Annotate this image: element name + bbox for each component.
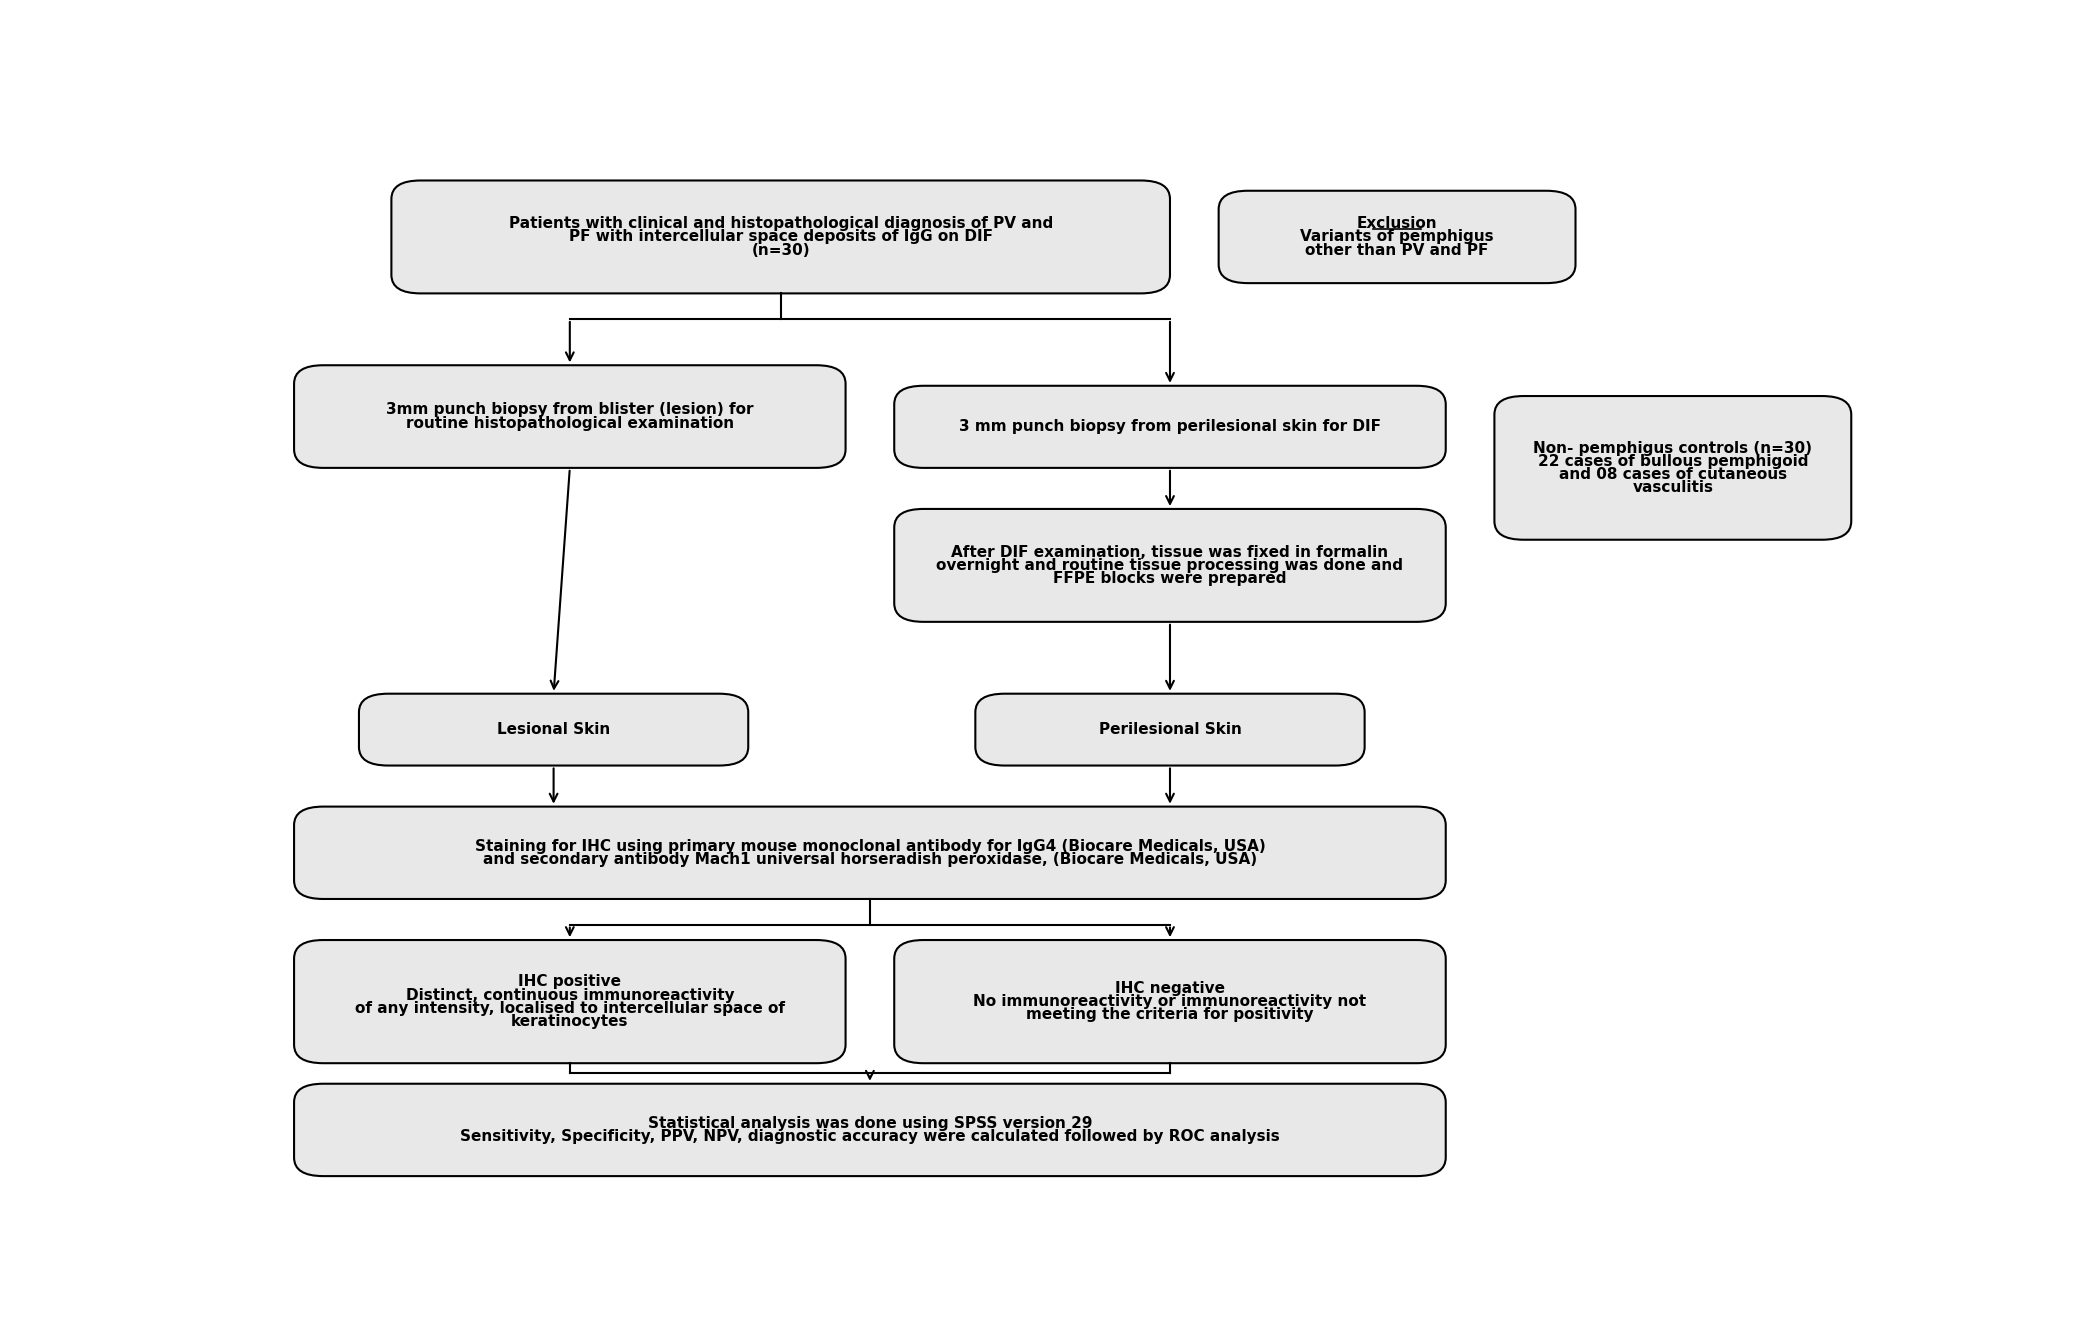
Text: Distinct, continuous immunoreactivity: Distinct, continuous immunoreactivity bbox=[406, 988, 735, 1002]
Text: Exclusion: Exclusion bbox=[1356, 216, 1438, 232]
Text: PF with intercellular space deposits of IgG on DIF: PF with intercellular space deposits of … bbox=[569, 229, 992, 244]
FancyBboxPatch shape bbox=[293, 365, 846, 468]
Text: After DIF examination, tissue was fixed in formalin: After DIF examination, tissue was fixed … bbox=[952, 545, 1388, 560]
FancyBboxPatch shape bbox=[293, 940, 846, 1064]
Text: of any intensity, localised to intercellular space of: of any intensity, localised to intercell… bbox=[356, 1001, 785, 1016]
Text: overnight and routine tissue processing was done and: overnight and routine tissue processing … bbox=[936, 559, 1404, 573]
Text: No immunoreactivity or immunoreactivity not: No immunoreactivity or immunoreactivity … bbox=[973, 994, 1367, 1009]
Text: Staining for IHC using primary mouse monoclonal antibody for IgG4 (Biocare Medic: Staining for IHC using primary mouse mon… bbox=[475, 838, 1266, 853]
Text: Statistical analysis was done using SPSS version 29: Statistical analysis was done using SPSS… bbox=[647, 1116, 1093, 1130]
FancyBboxPatch shape bbox=[360, 693, 747, 765]
Text: Patients with clinical and histopathological diagnosis of PV and: Patients with clinical and histopatholog… bbox=[509, 216, 1053, 232]
Text: other than PV and PF: other than PV and PF bbox=[1306, 243, 1488, 257]
Text: keratinocytes: keratinocytes bbox=[511, 1014, 628, 1029]
Text: Non- pemphigus controls (n=30): Non- pemphigus controls (n=30) bbox=[1534, 441, 1813, 456]
Text: Variants of pemphigus: Variants of pemphigus bbox=[1300, 229, 1494, 244]
Text: Lesional Skin: Lesional Skin bbox=[496, 722, 611, 737]
Text: and 08 cases of cutaneous: and 08 cases of cutaneous bbox=[1559, 467, 1787, 483]
Text: (n=30): (n=30) bbox=[751, 243, 810, 257]
Text: Perilesional Skin: Perilesional Skin bbox=[1099, 722, 1241, 737]
Text: IHC positive: IHC positive bbox=[519, 974, 622, 989]
Text: meeting the criteria for positivity: meeting the criteria for positivity bbox=[1026, 1008, 1314, 1022]
FancyBboxPatch shape bbox=[293, 1084, 1446, 1176]
Text: vasculitis: vasculitis bbox=[1633, 480, 1714, 495]
Text: Sensitivity, Specificity, PPV, NPV, diagnostic accuracy were calculated followed: Sensitivity, Specificity, PPV, NPV, diag… bbox=[460, 1129, 1279, 1144]
Text: 3mm punch biopsy from blister (lesion) for: 3mm punch biopsy from blister (lesion) f… bbox=[385, 403, 753, 417]
Text: IHC negative: IHC negative bbox=[1116, 981, 1224, 996]
Text: 3 mm punch biopsy from perilesional skin for DIF: 3 mm punch biopsy from perilesional skin… bbox=[959, 420, 1381, 435]
FancyBboxPatch shape bbox=[1218, 191, 1576, 283]
Text: routine histopathological examination: routine histopathological examination bbox=[406, 416, 735, 431]
FancyBboxPatch shape bbox=[391, 180, 1170, 293]
FancyBboxPatch shape bbox=[975, 693, 1365, 765]
Text: and secondary antibody Mach1 universal horseradish peroxidase, (Biocare Medicals: and secondary antibody Mach1 universal h… bbox=[483, 852, 1258, 866]
FancyBboxPatch shape bbox=[894, 385, 1446, 468]
Text: 22 cases of bullous pemphigoid: 22 cases of bullous pemphigoid bbox=[1538, 453, 1808, 469]
FancyBboxPatch shape bbox=[1494, 396, 1850, 540]
FancyBboxPatch shape bbox=[894, 940, 1446, 1064]
Text: FFPE blocks were prepared: FFPE blocks were prepared bbox=[1053, 571, 1287, 587]
FancyBboxPatch shape bbox=[293, 806, 1446, 898]
FancyBboxPatch shape bbox=[894, 509, 1446, 621]
